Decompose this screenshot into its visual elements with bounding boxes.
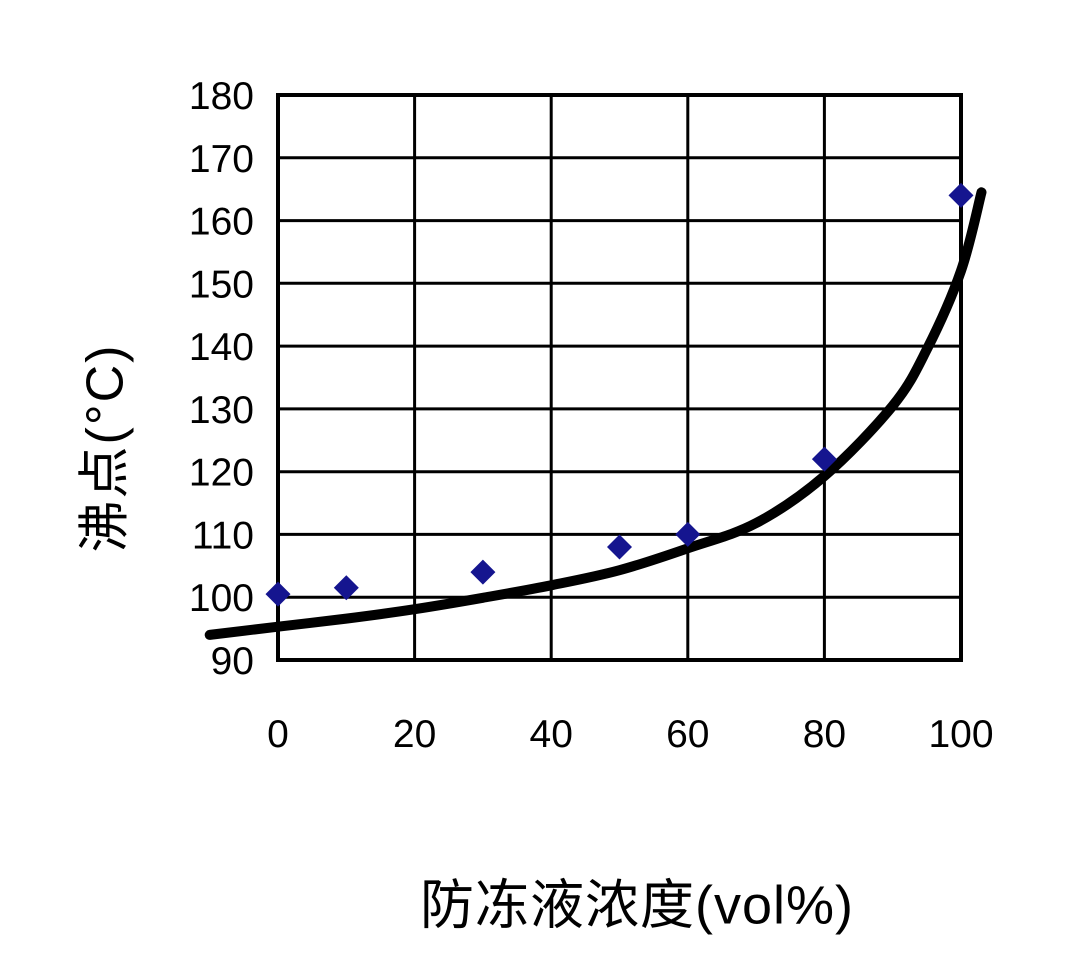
trend-curve <box>204 187 987 640</box>
data-point-marker <box>948 182 974 208</box>
data-point-marker <box>675 521 701 547</box>
x-tick-label: 80 <box>803 713 846 756</box>
plot-frame <box>276 93 963 662</box>
y-tick-label: 150 <box>189 263 254 306</box>
y-tick-label: 130 <box>189 389 254 432</box>
data-point-marker <box>470 559 496 585</box>
y-tick-label: 170 <box>189 138 254 181</box>
x-tick-label: 0 <box>267 713 289 756</box>
x-tick-label: 60 <box>666 713 709 756</box>
x-tick-label: 100 <box>928 713 993 756</box>
x-tick-label: 20 <box>393 713 436 756</box>
y-tick-label: 180 <box>189 75 254 118</box>
data-point-marker <box>607 534 632 560</box>
y-tick-label: 120 <box>189 452 254 495</box>
y-tick-label: 140 <box>189 326 254 369</box>
y-tick-label: 100 <box>189 577 254 620</box>
x-tick-label: 40 <box>530 713 573 756</box>
y-tick-label: 110 <box>192 514 254 557</box>
y-tick-label: 90 <box>211 640 254 683</box>
y-tick-label: 160 <box>189 201 254 244</box>
data-point-marker <box>811 446 837 472</box>
y-axis-title: 沸点(°C) <box>76 343 135 553</box>
data-point-marker <box>265 581 291 607</box>
x-axis-title: 防冻液浓度(vol%) <box>419 875 855 936</box>
data-point-marker <box>333 575 359 601</box>
